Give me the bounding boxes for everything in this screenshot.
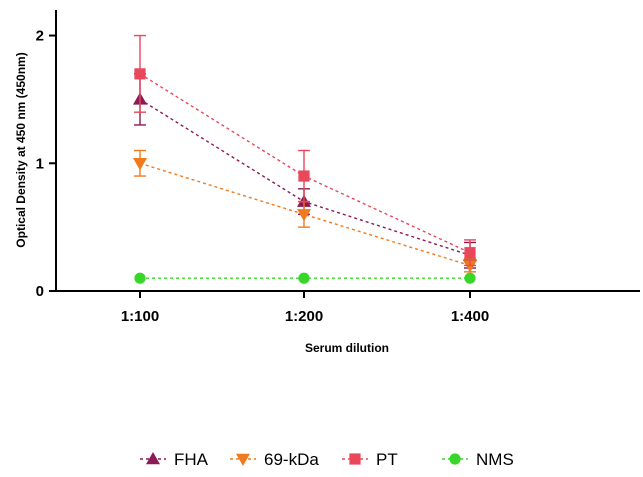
data-point-69-kda <box>133 158 147 171</box>
series-69-kda <box>133 149 477 273</box>
data-point-nms <box>134 272 146 284</box>
legend-label-fha: FHA <box>174 450 209 469</box>
data-point-nms <box>464 272 476 284</box>
data-point-pt <box>134 68 146 80</box>
data-point-pt <box>298 170 310 182</box>
legend-item-pt: PT <box>342 450 398 469</box>
legend-marker-69-kda <box>236 453 250 466</box>
x-tick-label: 1:200 <box>285 308 323 325</box>
x-tick-label: 1:100 <box>121 308 159 325</box>
legend-item-nms: NMS <box>442 450 514 469</box>
legend-marker-pt <box>349 453 361 465</box>
series-layer <box>133 34 477 284</box>
y-tick-label: 2 <box>36 28 44 45</box>
legend-marker-fha <box>146 452 160 465</box>
legend-label-pt: PT <box>376 450 398 469</box>
legend-item-69-kda: 69-kDa <box>230 450 319 469</box>
data-point-pt <box>464 247 476 259</box>
legend: FHA 69-kDa PT NMS <box>140 450 514 469</box>
series-pt <box>134 34 476 267</box>
legend-marker-nms <box>449 453 461 465</box>
legend-label-nms: NMS <box>476 450 514 469</box>
data-point-69-kda <box>463 260 477 273</box>
x-axis-title: Serum dilution <box>305 341 389 355</box>
y-tick-label: 1 <box>36 155 44 172</box>
data-point-nms <box>298 272 310 284</box>
ticks: 0 1 2 1:100 1:200 1:400 <box>36 28 490 325</box>
x-tick-label: 1:400 <box>451 308 489 325</box>
y-axis-title: Optical Density at 450 nm (450nm) <box>14 52 28 247</box>
legend-label-69-kda: 69-kDa <box>264 450 319 469</box>
axes <box>55 10 640 292</box>
y-tick-label: 0 <box>36 283 44 300</box>
series-line-pt <box>139 73 471 254</box>
series-nms <box>134 272 476 284</box>
legend-item-fha: FHA <box>140 450 209 469</box>
data-point-69-kda <box>297 209 311 222</box>
